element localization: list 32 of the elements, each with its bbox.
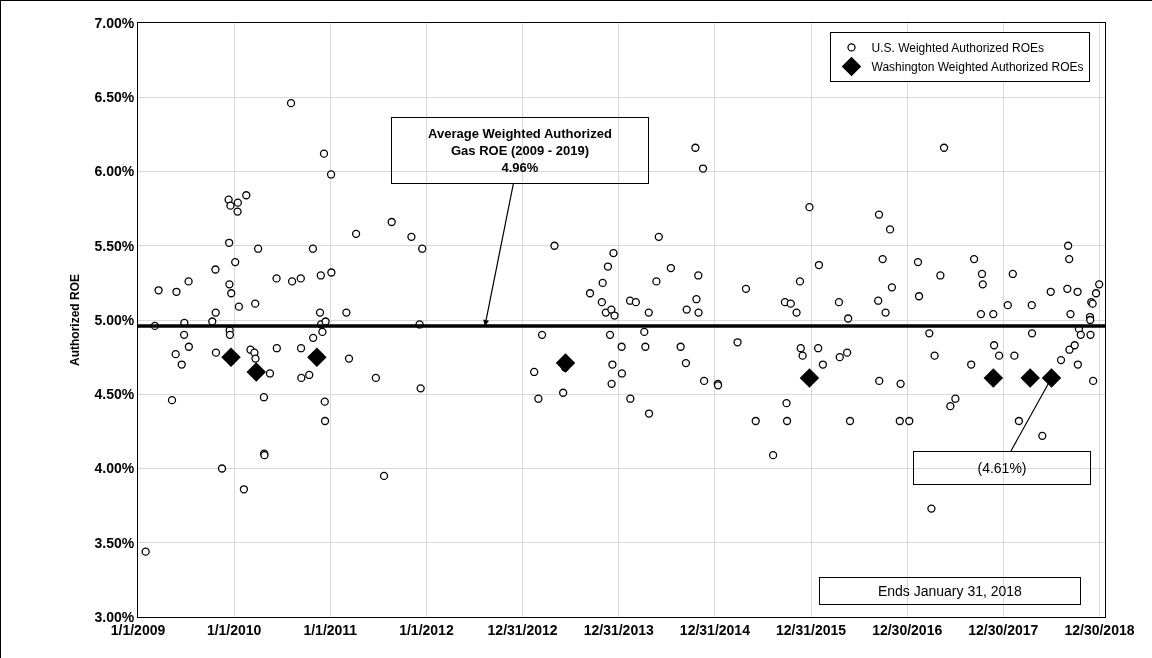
- legend-label: Washington Weighted Authorized ROEs: [871, 60, 1084, 75]
- point: [1020, 368, 1040, 388]
- y-axis-title: Authorized ROE: [67, 274, 82, 366]
- x-tick-label: 12/31/2015: [775, 621, 847, 638]
- x-tick-label: 1/1/2012: [399, 621, 454, 638]
- point: [246, 362, 267, 382]
- y-tick-label: 7.00%: [94, 14, 135, 31]
- annotation: Average Weighted Authorized Gas ROE (2009 - 2019) 4.96%: [428, 126, 612, 175]
- x-tick-label: 12/31/2013: [583, 621, 654, 638]
- x-tick-label: 1/1/2011: [303, 621, 358, 638]
- legend-label: U.S. Weighted Authorized ROEs: [871, 41, 1045, 56]
- point: [799, 368, 820, 388]
- y-tick-label: 4.00%: [94, 460, 135, 477]
- point: [221, 347, 241, 367]
- y-tick-label: 5.00%: [94, 311, 135, 328]
- annotation: (4.61%): [977, 460, 1027, 476]
- point: [1041, 368, 1062, 388]
- y-tick-label: 6.50%: [94, 89, 135, 106]
- x-tick-label: 1/1/2010: [206, 621, 262, 638]
- x-tick-label: 12/30/2018: [1064, 621, 1135, 638]
- y-tick-label: 4.50%: [94, 386, 135, 403]
- y-tick-label: 5.50%: [94, 237, 135, 254]
- point: [555, 353, 576, 373]
- point: [307, 347, 327, 367]
- x-tick-label: 12/31/2014: [679, 621, 751, 638]
- x-tick-label: 12/31/2012: [487, 621, 558, 638]
- y-tick-label: 6.00%: [94, 163, 135, 180]
- annotation: Ends January 31, 2018: [877, 583, 1023, 599]
- x-tick-label: 12/30/2016: [872, 621, 943, 638]
- y-tick-label: 3.50%: [94, 534, 135, 551]
- x-tick-label: 12/30/2017: [968, 621, 1039, 638]
- point: [983, 368, 1004, 388]
